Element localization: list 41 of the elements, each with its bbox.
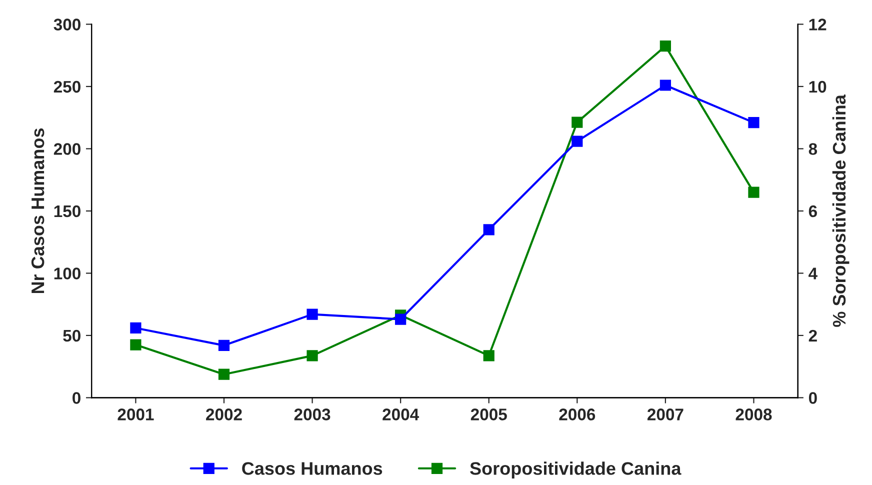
x-tick-label: 2001	[118, 408, 154, 420]
y2-tick-label: 4	[808, 268, 818, 280]
point	[748, 117, 760, 128]
y2-tick-label: 0	[808, 392, 817, 404]
legend-label: Soropositividade Canina	[470, 462, 682, 478]
y2-axis-title: % Soropositividade Canina	[832, 94, 850, 327]
y2-tick-label: 6	[808, 205, 817, 218]
x-tick-label: 2006	[559, 408, 596, 420]
point	[660, 40, 671, 52]
x-tick-label: 2007	[647, 408, 684, 420]
y2-tick-label: 10	[809, 80, 826, 93]
y2-tick-label: 8	[808, 143, 818, 155]
point	[572, 116, 583, 128]
y2-tick-label: 12	[809, 18, 826, 30]
y-tick-label: 250	[54, 80, 80, 93]
point	[483, 224, 494, 236]
x-tick-label: 2004	[382, 408, 420, 420]
y-tick-label: 50	[63, 330, 80, 342]
point	[130, 322, 142, 334]
point	[660, 80, 671, 91]
y-tick-label: 100	[54, 268, 80, 280]
y-tick-label: 300	[54, 18, 80, 30]
y-tick-label: 0	[72, 392, 80, 404]
point	[306, 350, 318, 362]
point	[483, 350, 494, 362]
point	[218, 368, 230, 380]
y-axis-title: Nr Casos Humanos	[31, 128, 44, 294]
x-tick-label: 2003	[294, 408, 330, 420]
point	[572, 136, 583, 147]
x-tick-label: 2005	[470, 408, 507, 420]
point	[748, 186, 760, 198]
x-tick-label: 2002	[206, 408, 242, 420]
x-tick-label: 2008	[736, 408, 772, 420]
point	[395, 314, 406, 325]
point	[218, 340, 230, 351]
y-tick-label: 200	[54, 143, 80, 155]
point	[130, 339, 142, 350]
point	[306, 308, 318, 320]
y-tick-label: 150	[54, 205, 80, 218]
legend-label: Casos Humanos	[242, 462, 382, 475]
y2-tick-label: 2	[808, 330, 817, 342]
